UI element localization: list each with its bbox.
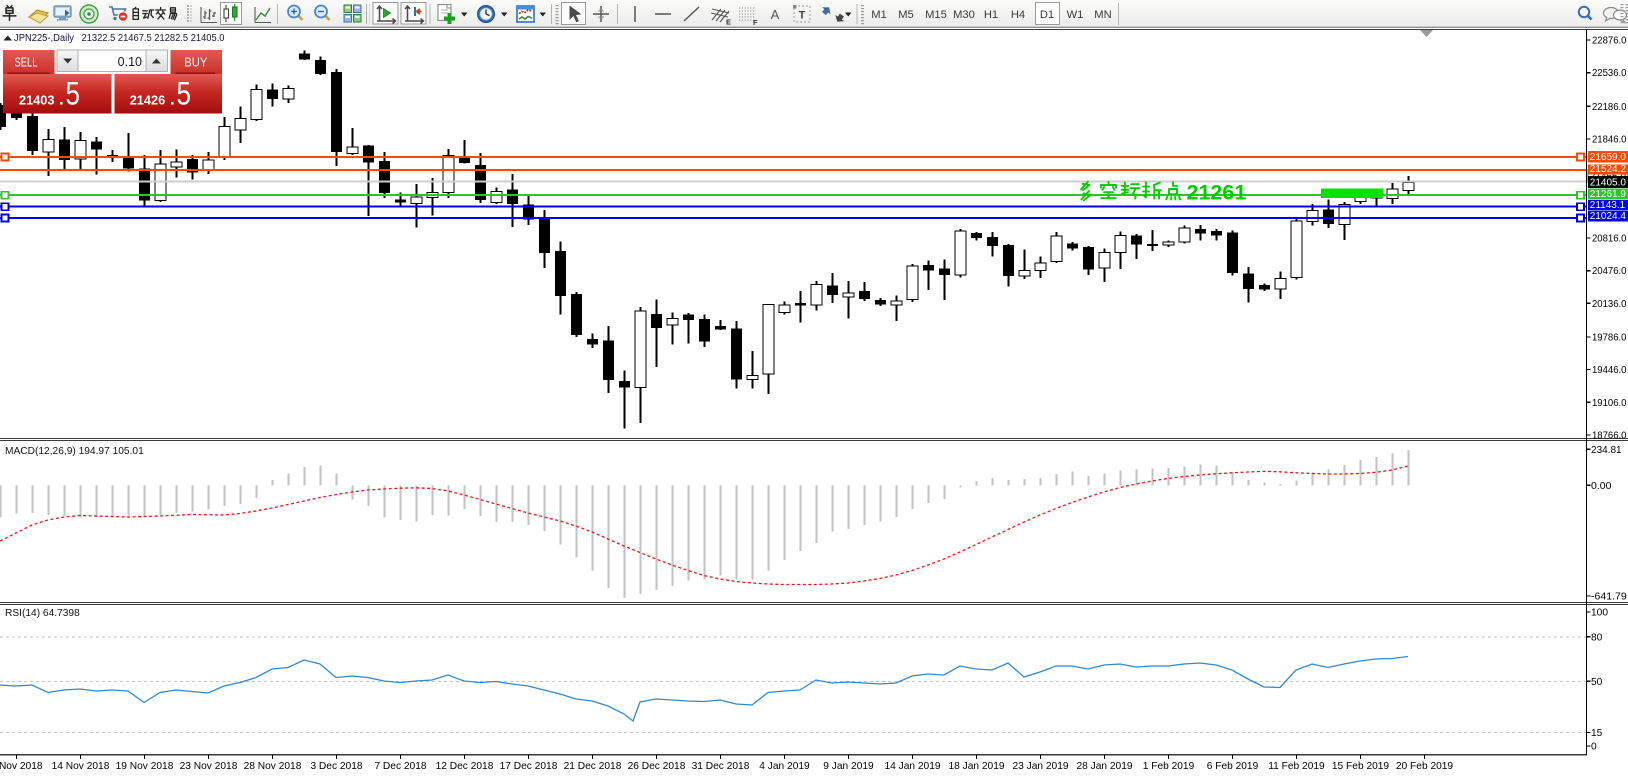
svg-text:3 Dec 2018: 3 Dec 2018 xyxy=(310,761,362,772)
svg-text:9 Jan 2019: 9 Jan 2019 xyxy=(823,761,874,772)
svg-text:RSI(14) 64.7398: RSI(14) 64.7398 xyxy=(5,608,80,619)
svg-text:21143.1: 21143.1 xyxy=(1590,200,1626,211)
svg-text:SELL: SELL xyxy=(15,55,38,69)
svg-text:5: 5 xyxy=(177,76,192,112)
svg-text:M5: M5 xyxy=(898,9,914,21)
svg-text:M30: M30 xyxy=(953,9,975,21)
svg-text:H4: H4 xyxy=(1011,9,1025,21)
svg-text:18766.0: 18766.0 xyxy=(1592,431,1627,442)
svg-text:19106.0: 19106.0 xyxy=(1592,398,1627,409)
svg-text:80: 80 xyxy=(1591,632,1603,643)
svg-text:M1: M1 xyxy=(871,9,887,21)
svg-text:M15: M15 xyxy=(925,9,947,21)
svg-text:21405.0: 21405.0 xyxy=(1590,178,1627,189)
svg-text:21261: 21261 xyxy=(1187,181,1247,205)
svg-text:18 Jan 2019: 18 Jan 2019 xyxy=(948,761,1004,772)
svg-text:21426: 21426 xyxy=(130,92,166,107)
svg-text:4 Jan 2019: 4 Jan 2019 xyxy=(759,761,810,772)
svg-text:26 Dec 2018: 26 Dec 2018 xyxy=(628,761,686,772)
svg-text:MN: MN xyxy=(1094,9,1111,21)
svg-text:19446.0: 19446.0 xyxy=(1592,365,1627,376)
svg-text:W1: W1 xyxy=(1067,9,1084,21)
svg-text:.: . xyxy=(170,89,175,108)
svg-text:21403: 21403 xyxy=(19,92,55,107)
svg-text:21659.0: 21659.0 xyxy=(1590,152,1627,163)
svg-text:20 Feb 2019: 20 Feb 2019 xyxy=(1396,761,1454,772)
svg-text:31 Dec 2018: 31 Dec 2018 xyxy=(692,761,750,772)
svg-text:9 Nov 2018: 9 Nov 2018 xyxy=(0,761,43,772)
svg-text:20816.0: 20816.0 xyxy=(1592,234,1627,245)
svg-text:28 Nov 2018: 28 Nov 2018 xyxy=(244,761,302,772)
svg-text:14 Jan 2019: 14 Jan 2019 xyxy=(884,761,940,772)
svg-text:21524.2: 21524.2 xyxy=(1590,164,1627,175)
svg-text:0.00: 0.00 xyxy=(1591,481,1612,492)
svg-text:E: E xyxy=(726,18,731,27)
svg-text:234.81: 234.81 xyxy=(1591,445,1622,456)
svg-text:15 Feb 2019: 15 Feb 2019 xyxy=(1332,761,1390,772)
svg-text:0.10: 0.10 xyxy=(118,55,142,69)
svg-text:1 Feb 2019: 1 Feb 2019 xyxy=(1143,761,1195,772)
svg-text:21261.9: 21261.9 xyxy=(1590,189,1627,200)
svg-text:MACD(12,26,9) 194.97 105.01: MACD(12,26,9) 194.97 105.01 xyxy=(5,446,144,457)
svg-text:H1: H1 xyxy=(984,9,998,21)
svg-text:19 Nov 2018: 19 Nov 2018 xyxy=(116,761,174,772)
svg-text:T: T xyxy=(799,10,806,22)
svg-text:17 Dec 2018: 17 Dec 2018 xyxy=(500,761,558,772)
svg-text:A: A xyxy=(771,7,780,22)
svg-text:50: 50 xyxy=(1591,677,1603,688)
svg-text:.: . xyxy=(59,89,64,108)
svg-text:5: 5 xyxy=(66,76,81,112)
svg-text:28 Jan 2019: 28 Jan 2019 xyxy=(1076,761,1132,772)
svg-text:11 Feb 2019: 11 Feb 2019 xyxy=(1268,761,1325,772)
svg-text:22536.0: 22536.0 xyxy=(1592,68,1627,79)
svg-text:22186.0: 22186.0 xyxy=(1592,102,1627,113)
svg-text:14 Nov 2018: 14 Nov 2018 xyxy=(52,761,110,772)
svg-text:15: 15 xyxy=(1591,728,1603,739)
svg-text:F: F xyxy=(753,18,758,27)
svg-text:19786.0: 19786.0 xyxy=(1592,333,1627,344)
svg-text:-641.79: -641.79 xyxy=(1591,591,1627,602)
svg-text:100: 100 xyxy=(1591,608,1608,619)
svg-text:0: 0 xyxy=(1591,742,1597,753)
svg-text:D1: D1 xyxy=(1040,9,1054,21)
svg-text:21846.0: 21846.0 xyxy=(1592,135,1627,146)
svg-text:22876.0: 22876.0 xyxy=(1592,36,1627,47)
svg-text:6 Feb 2019: 6 Feb 2019 xyxy=(1207,761,1259,772)
svg-text:23 Jan 2019: 23 Jan 2019 xyxy=(1012,761,1068,772)
svg-text:21024.4: 21024.4 xyxy=(1590,211,1627,222)
svg-text:JPN225-,Daily: JPN225-,Daily xyxy=(14,33,74,44)
svg-text:23 Nov 2018: 23 Nov 2018 xyxy=(180,761,238,772)
svg-text:BUY: BUY xyxy=(184,55,208,69)
svg-text:20476.0: 20476.0 xyxy=(1592,266,1627,277)
svg-text:21322.5 21467.5 21282.5 21405.: 21322.5 21467.5 21282.5 21405.0 xyxy=(82,33,225,44)
svg-text:21 Dec 2018: 21 Dec 2018 xyxy=(564,761,622,772)
svg-text:7 Dec 2018: 7 Dec 2018 xyxy=(374,761,426,772)
svg-text:12 Dec 2018: 12 Dec 2018 xyxy=(436,761,494,772)
svg-text:20136.0: 20136.0 xyxy=(1592,299,1627,310)
